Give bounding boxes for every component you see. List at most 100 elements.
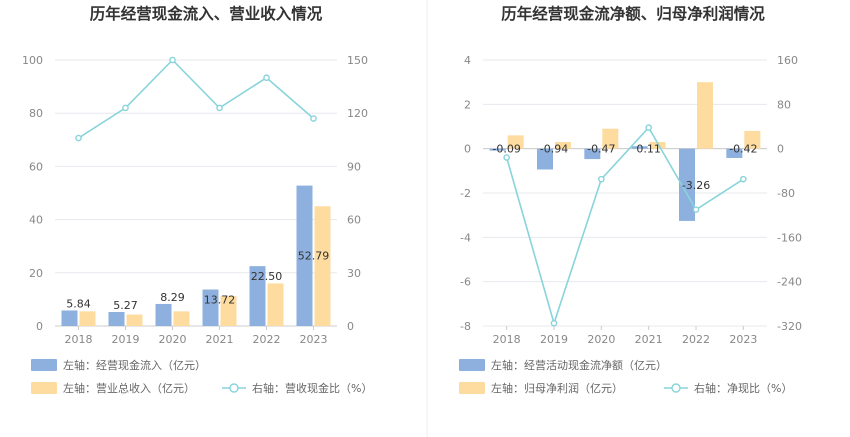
- chart1-x-tick-label: 2018: [65, 333, 93, 346]
- chart1-x-tick-label: 2023: [300, 333, 328, 346]
- chart2-x-tick-label: 2023: [729, 333, 757, 346]
- chart2-bar-primary: [726, 148, 743, 158]
- chart2-left-tick-label: 4: [464, 54, 471, 67]
- chart2-bar-secondary: [602, 128, 619, 149]
- chart1-line-point: [263, 74, 270, 82]
- chart1-bar-secondary: [126, 314, 143, 326]
- chart1-line-point: [75, 134, 82, 142]
- chart1-bar-secondary: [267, 283, 284, 326]
- chart2-line-point: [598, 175, 605, 183]
- chart1-legend-swatch-line-marker: [229, 383, 239, 393]
- chart1-line-point: [310, 115, 317, 122]
- chart2-x-tick-label: 2021: [635, 333, 663, 346]
- chart2-line-series: [505, 126, 744, 326]
- chart2-data-label: -0.94: [540, 143, 568, 156]
- chart1-data-label: 22.50: [251, 270, 283, 283]
- chart2-bar-secondary: [507, 135, 524, 149]
- chart1-bar-secondary: [220, 295, 237, 326]
- chart1-bar-primary: [249, 266, 266, 326]
- chart1-right-tick-label: 150: [347, 54, 368, 67]
- chart1-data-label: 5.27: [113, 299, 138, 312]
- chart2-right-tick-label: 0: [777, 143, 784, 156]
- chart2-x-tick-label: 2019: [540, 333, 568, 346]
- chart1-bar-primary: [296, 185, 313, 326]
- chart-title-left: 历年经营现金流入、营业收入情况: [90, 4, 323, 23]
- chart1-data-label: 8.29: [160, 291, 185, 304]
- chart2-legend-swatch-bar1: [459, 359, 485, 371]
- chart2-bar-primary: [489, 148, 506, 151]
- chart2-data-label: -0.09: [492, 143, 520, 156]
- chart2-x-tick-label: 2022: [682, 333, 710, 346]
- chart2-legend-swatch-line-marker: [671, 383, 681, 393]
- chart1-data-label: 52.79: [298, 250, 330, 263]
- chart1-left-tick-label: 80: [29, 107, 43, 120]
- chart1-x-tick-label: 2022: [253, 333, 281, 346]
- chart1-bar-primary: [61, 310, 78, 326]
- chart2-bar-primary: [631, 146, 648, 149]
- chart2-right-tick-label: 160: [777, 54, 798, 67]
- chart1-legend-swatch-bar1: [31, 359, 57, 371]
- chart2-right-tick-label: -320: [777, 320, 802, 333]
- chart1-left-tick-label: 40: [29, 214, 43, 227]
- chart1-bar-primary: [155, 303, 172, 326]
- chart2-legend-label-bar1: 左轴：经营活动现金流净额（亿元）: [491, 358, 667, 372]
- chart2-bar-secondary: [555, 142, 571, 149]
- chart1-data-label: 13.72: [204, 294, 236, 307]
- chart1-right-tick-label: 90: [347, 160, 361, 173]
- chart1-legend-swatch-bar2: [31, 382, 57, 394]
- chart2-left-tick-label: -8: [460, 320, 471, 333]
- chart1-x-tick-label: 2019: [112, 333, 140, 346]
- chart1-left-tick-label: 100: [22, 54, 43, 67]
- chart1-line-point: [122, 104, 129, 112]
- chart1-legend-label-bar2: 左轴：营业总收入（亿元）: [63, 381, 195, 395]
- chart2-right-tick-label: -160: [777, 231, 802, 244]
- chart2-line-point: [692, 206, 700, 213]
- chart2-left-tick-label: -4: [460, 231, 471, 244]
- chart2-x-tick-label: 2018: [493, 333, 521, 346]
- chart1-line-point: [216, 104, 223, 112]
- chart2-data-label: -3.26: [682, 179, 710, 192]
- chart1-line-series: [78, 58, 315, 139]
- chart-title-right: 历年经营现金流净额、归母净利润情况: [501, 4, 765, 23]
- chart1-bar-primary: [108, 311, 125, 326]
- chart1-line-point: [169, 56, 176, 64]
- chart1-right-tick-label: 30: [347, 267, 361, 280]
- chart2-line-point: [503, 154, 510, 161]
- chart1-bar-secondary: [314, 206, 331, 326]
- chart1-left-tick-label: 20: [29, 267, 43, 280]
- chart2-right-tick-label: 80: [777, 98, 791, 111]
- chart2-right-tick-label: -80: [777, 187, 795, 200]
- chart1-data-label: 5.84: [66, 297, 91, 310]
- chart1-x-tick-label: 2021: [206, 333, 234, 346]
- chart2-left-tick-label: 0: [464, 143, 471, 156]
- chart2-bar-secondary: [697, 82, 713, 149]
- chart1-right-tick-label: 120: [347, 107, 368, 120]
- chart2-line-point: [740, 175, 747, 183]
- chart2-legend-label-bar2: 左轴：归母净利润（亿元）: [491, 381, 623, 395]
- chart2-bar-primary: [679, 148, 695, 221]
- chart1-right-tick-label: 0: [347, 320, 354, 333]
- chart2-left-tick-label: 2: [464, 98, 471, 111]
- chart2-bar-primary: [537, 148, 553, 170]
- chart1-left-tick-label: 0: [36, 320, 43, 333]
- chart1-left-tick-label: 60: [29, 160, 43, 173]
- chart2-x-tick-label: 2020: [587, 333, 615, 346]
- chart1-bar-primary: [202, 289, 219, 326]
- chart2-bar-secondary: [744, 130, 761, 149]
- chart2-line-point: [645, 124, 652, 131]
- chart2-bar-primary: [584, 148, 601, 160]
- chart1-x-tick-label: 2020: [159, 333, 187, 346]
- chart2-left-tick-label: -2: [460, 187, 471, 200]
- chart1-legend-label-line: 右轴：营收现金比（%）: [252, 381, 372, 395]
- chart2-data-label: 0.11: [636, 143, 661, 156]
- chart1-bar-secondary: [173, 311, 190, 326]
- chart2-bar-secondary: [649, 142, 666, 149]
- chart1-bar-secondary: [79, 311, 96, 326]
- chart2-right-tick-label: -240: [777, 276, 802, 289]
- chart2-data-label: -0.42: [729, 143, 757, 156]
- chart2-legend-label-line: 右轴：净现比（%）: [694, 381, 792, 395]
- chart2-legend-swatch-bar2: [459, 382, 485, 394]
- chart2-line-point: [550, 319, 558, 327]
- chart2-data-label: -0.47: [587, 143, 615, 156]
